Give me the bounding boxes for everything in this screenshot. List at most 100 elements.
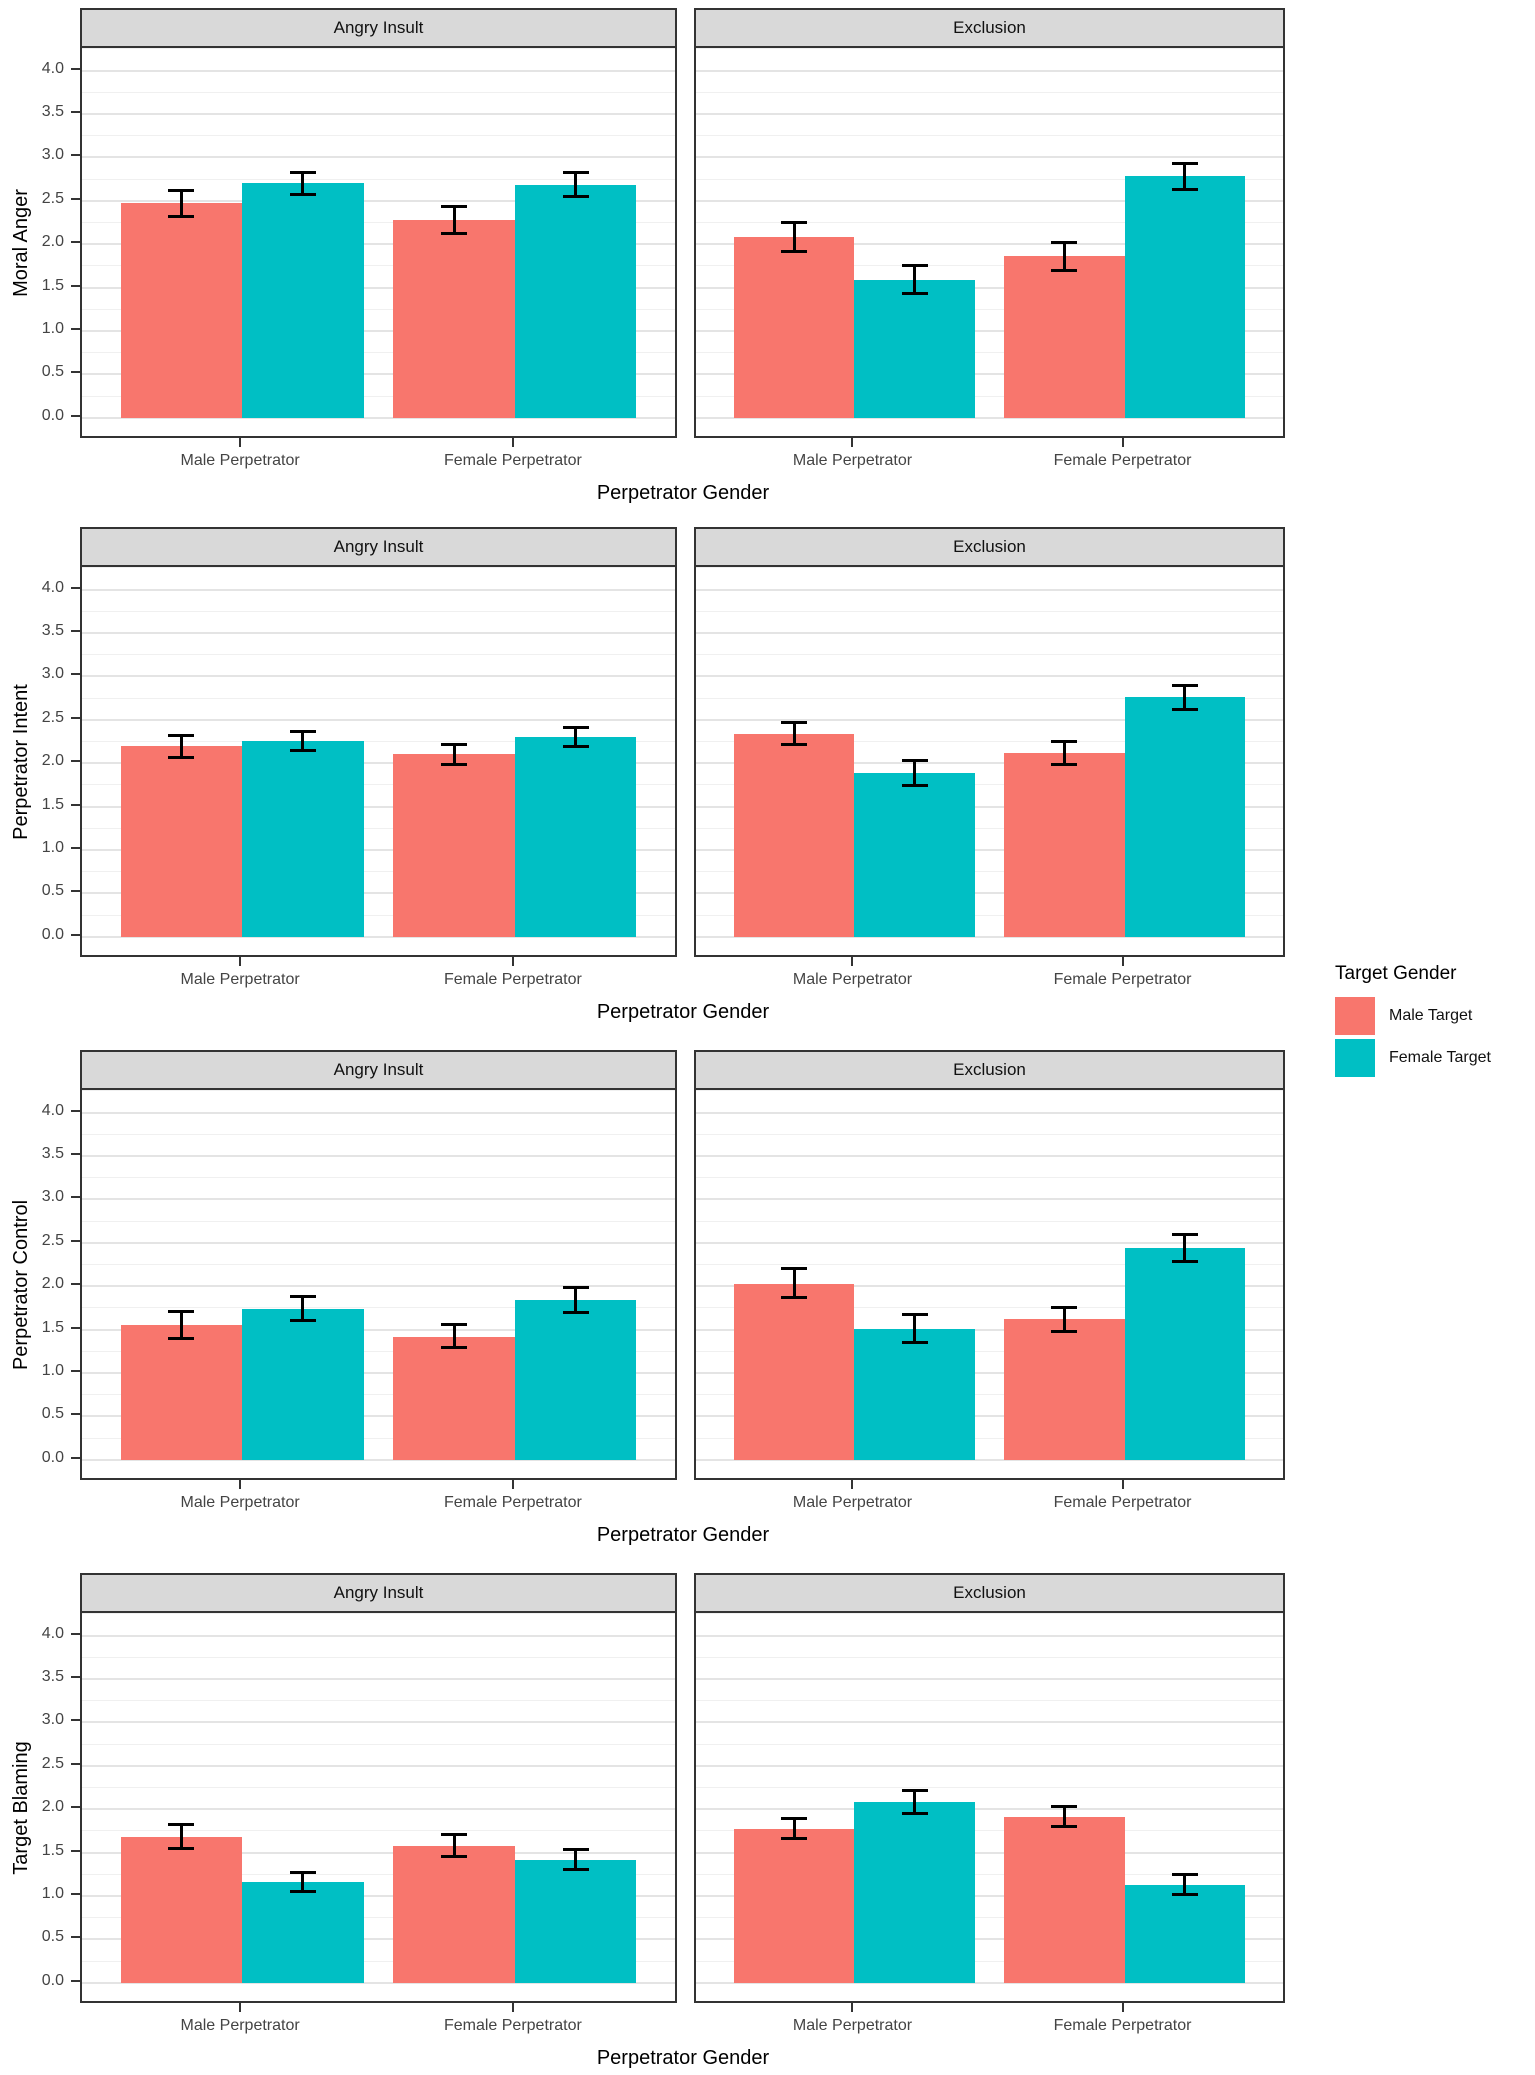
x-category-label: Female Perpetrator (443, 2017, 582, 2034)
error-bar-cap (901, 1313, 928, 1317)
gridline (696, 1917, 1283, 1919)
x-tick-mark (239, 2003, 242, 2012)
error-bar-cap (1171, 684, 1198, 688)
error-bar-cap (1171, 1232, 1198, 1236)
y-tick-label: 4.0 (41, 578, 64, 596)
gridline (82, 784, 675, 786)
y-tick-label: 2.5 (41, 708, 64, 726)
error-bar-cap (1051, 739, 1078, 743)
x-tick-mark (239, 438, 242, 447)
error-bar (1062, 741, 1066, 765)
plot-area (694, 565, 1285, 957)
bar-male-target (393, 754, 515, 937)
gridline (82, 1917, 675, 1919)
x-tick-mark (239, 1480, 242, 1489)
error-bar (913, 265, 917, 294)
y-tick-label: 2.0 (41, 1798, 64, 1816)
error-bar-cap (168, 1823, 195, 1827)
y-tick-mark (71, 933, 80, 936)
gridline (82, 221, 675, 223)
error-bar-cap (562, 194, 589, 198)
y-tick-label: 2.5 (41, 189, 64, 207)
y-tick-mark (71, 110, 80, 113)
error-bar-cap (901, 1341, 928, 1345)
gridline (82, 416, 675, 419)
gridline (82, 827, 675, 829)
gridline (696, 567, 1283, 569)
gridline (82, 135, 675, 137)
error-bar-cap (289, 1319, 316, 1323)
bar-female-target (1124, 1884, 1245, 1983)
y-tick-mark (71, 1849, 80, 1852)
gridline (696, 1241, 1283, 1244)
error-bar (301, 731, 305, 751)
gridline (82, 892, 675, 895)
gridline (696, 740, 1283, 742)
gridline (696, 805, 1283, 808)
error-bar-cap (441, 1322, 468, 1326)
chart-row-moral-anger: Moral Anger 0.0 0.5 1.0 1.5 2.0 2.5 3.0 3.5 4.0 … (0, 8, 1535, 523)
gridline (696, 610, 1283, 612)
error-bar-cap (441, 742, 468, 746)
error-bar-cap (562, 1848, 589, 1852)
error-bar-cap (901, 759, 928, 763)
y-tick-label: 3.0 (41, 665, 64, 683)
y-axis: 0.0 0.5 1.0 1.5 2.0 2.5 3.0 3.5 4.0 (0, 527, 80, 967)
x-category-label: Female Perpetrator (443, 1494, 582, 1511)
y-tick-label: 1.5 (41, 1318, 64, 1336)
gridline (696, 784, 1283, 786)
gridline (82, 1241, 675, 1244)
gridline (696, 1634, 1283, 1637)
gridline (82, 199, 675, 202)
error-bar (1183, 1234, 1187, 1262)
error-bar-cap (562, 726, 589, 730)
gridline (82, 1198, 675, 1201)
x-category-label: Male Perpetrator (792, 2017, 913, 2034)
gridline (82, 1090, 675, 1092)
bar-male-target (393, 1845, 515, 1983)
error-bar (792, 1818, 796, 1839)
bar-male-target (393, 1336, 515, 1460)
y-tick-label: 3.5 (41, 1667, 64, 1685)
plot-area (694, 1088, 1285, 1480)
gridline (696, 1307, 1283, 1309)
y-tick-mark (71, 846, 80, 849)
gridline (696, 156, 1283, 159)
bar-male-target (1004, 752, 1125, 937)
bar-male-target (1004, 256, 1125, 418)
x-tick-mark (851, 438, 854, 447)
error-bar-cap (562, 1310, 589, 1314)
gridline (696, 286, 1283, 289)
y-tick-mark (71, 629, 80, 632)
x-tick-mark (511, 1480, 514, 1489)
bar-male-target (734, 237, 855, 418)
error-bar-cap (1171, 707, 1198, 711)
gridline (82, 308, 675, 310)
error-bar-cap (441, 1832, 468, 1836)
facet-strip: Angry Insult (80, 8, 677, 48)
y-tick-mark (71, 1196, 80, 1199)
gridline (696, 1743, 1283, 1745)
gridline (696, 329, 1283, 332)
error-bar-cap (562, 171, 589, 175)
error-bar-cap (1171, 1260, 1198, 1264)
error-bar (1183, 163, 1187, 190)
y-tick-mark (71, 371, 80, 374)
x-tick-mark (511, 957, 514, 966)
y-tick-mark (71, 1936, 80, 1939)
gridline (82, 631, 675, 634)
gridline (696, 221, 1283, 223)
y-tick-label: 4.0 (41, 1101, 64, 1119)
gridline (82, 265, 675, 267)
chart-row-target-blaming: Target Blaming 0.0 0.5 1.0 1.5 2.0 2.5 3.0 3.5 4… (0, 1573, 1535, 2075)
error-bar-cap (901, 1812, 928, 1815)
error-bar-cap (289, 193, 316, 197)
x-category-label: Female Perpetrator (443, 452, 582, 469)
gridline (82, 1830, 675, 1832)
gridline (696, 892, 1283, 895)
error-bar-cap (1051, 1825, 1078, 1829)
plot-area (80, 1611, 677, 2003)
error-bar-cap (289, 1295, 316, 1299)
gridline (82, 1415, 675, 1418)
y-tick-label: 3.5 (41, 621, 64, 639)
